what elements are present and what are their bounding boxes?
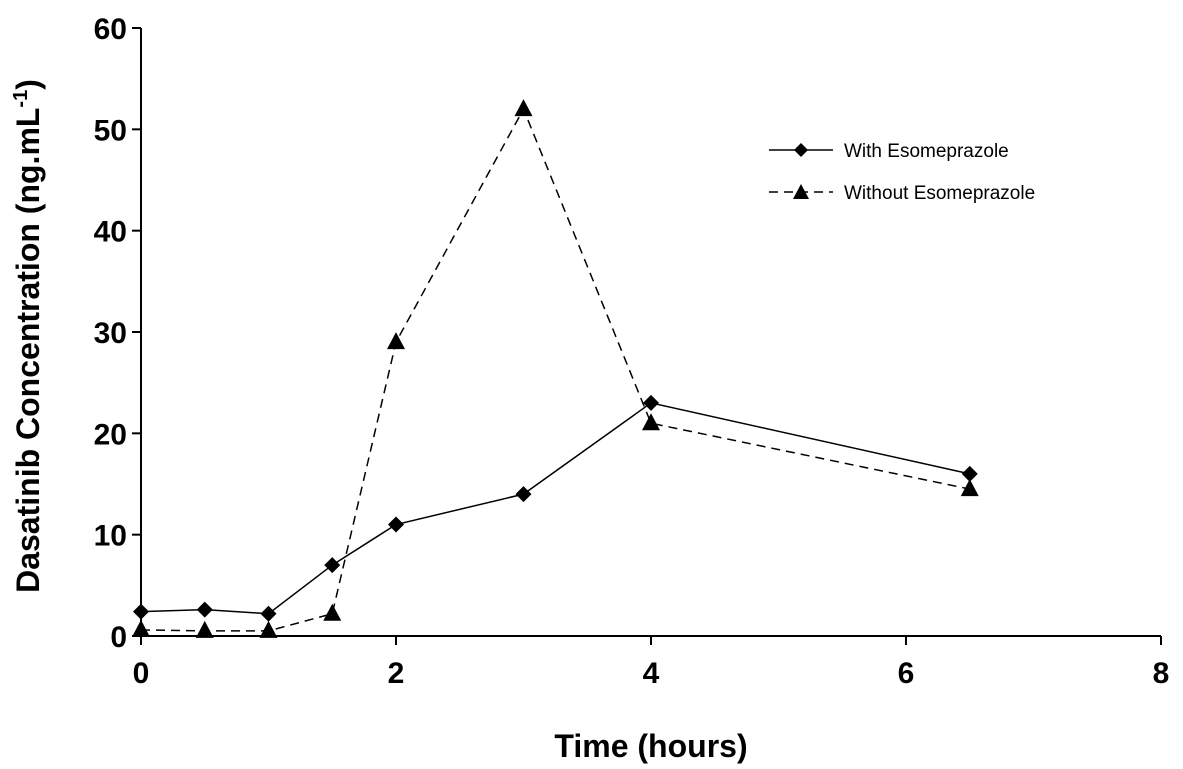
y-axis-title-close: ) <box>10 79 46 90</box>
series-with-esomeprazole <box>133 394 978 622</box>
legend-label-without: Without Esomeprazole <box>844 183 1035 204</box>
y-tick-label: 30 <box>94 317 127 350</box>
y-axis-title: Dasatinib Concentration (ng.mL-1) <box>10 79 46 593</box>
legend-entry-without: Without Esomeprazole <box>769 183 1035 204</box>
data-point <box>133 603 149 620</box>
data-point <box>259 620 278 638</box>
data-point <box>324 557 341 574</box>
x-tick-label: 2 <box>388 657 405 690</box>
x-tick-label: 4 <box>643 657 660 690</box>
data-point <box>642 413 660 431</box>
data-point <box>260 605 277 622</box>
data-point <box>643 394 659 411</box>
data-point <box>961 465 978 482</box>
y-tick-label: 20 <box>94 418 127 451</box>
y-tick-label: 50 <box>94 114 127 147</box>
y-tick-label: 40 <box>94 216 127 249</box>
legend: With Esomeprazole Without Esomeprazole <box>769 141 1035 204</box>
x-tick-label: 8 <box>1153 657 1170 690</box>
x-axis-title: Time (hours) <box>554 728 747 764</box>
series-line <box>140 402 970 615</box>
y-tick-label: 10 <box>94 520 127 553</box>
legend-label-with: With Esomeprazole <box>844 141 1009 162</box>
data-point <box>960 479 979 497</box>
legend-marker-with <box>794 143 808 157</box>
x-tick-label: 0 <box>133 657 150 690</box>
y-tick-label: 0 <box>110 621 127 654</box>
series-line <box>140 107 970 632</box>
legend-marker-without <box>793 184 809 199</box>
data-point <box>515 486 532 503</box>
data-point <box>323 603 342 621</box>
y-tick-label: 60 <box>94 13 127 46</box>
legend-entry-with: With Esomeprazole <box>769 141 1009 162</box>
data-point <box>388 516 404 533</box>
y-axis-title-main: Dasatinib Concentration (ng.mL <box>10 108 46 593</box>
axes <box>140 28 1161 637</box>
data-point <box>514 99 533 117</box>
data-point <box>387 332 405 350</box>
series-without-esomeprazole <box>132 99 979 638</box>
series-layer <box>132 99 979 638</box>
y-axis-title-superscript: -1 <box>10 90 32 108</box>
x-tick-label: 6 <box>898 657 915 690</box>
x-axis-ticks: 0 2 4 6 8 <box>133 636 1170 690</box>
y-axis-ticks: 0 10 20 30 40 50 60 <box>94 13 141 654</box>
data-point <box>195 620 214 638</box>
data-point <box>196 601 213 618</box>
data-point <box>132 619 150 637</box>
